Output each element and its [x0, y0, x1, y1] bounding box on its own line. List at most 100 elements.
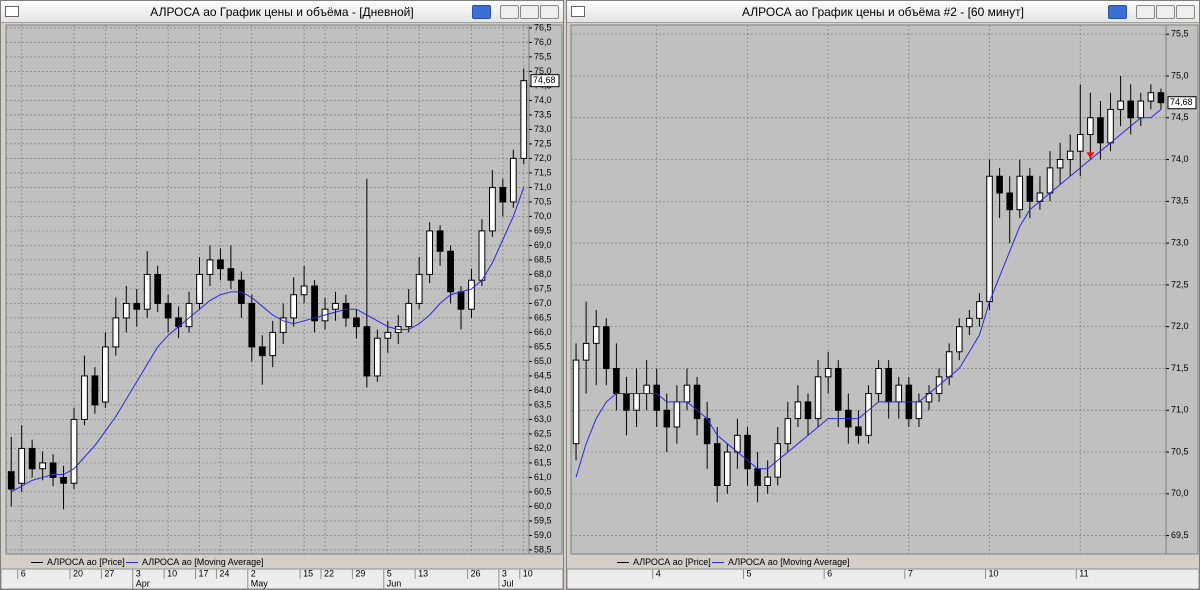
candle-body [363, 326, 371, 377]
candle-body [814, 376, 822, 420]
y-tick-label: 75,5 [1171, 29, 1189, 39]
window-title: АЛРОСА ао График цены и объёма #2 - [60 … [741, 5, 1025, 19]
candle-body [1087, 117, 1094, 135]
x-tick-label: 6 [827, 568, 832, 578]
candle-body [112, 317, 120, 348]
candle-body [1066, 150, 1074, 161]
candle-body [342, 302, 350, 319]
y-tick-label: 59,0 [534, 530, 552, 540]
y-tick-label: 75,0 [1171, 70, 1189, 80]
candle-body [784, 418, 792, 445]
y-tick-label: 71,0 [534, 182, 552, 192]
candle-body [663, 409, 671, 428]
x-tick-label: 10 [167, 568, 177, 578]
y-tick-label: 73,0 [534, 124, 552, 134]
x-tick-label: 6 [21, 568, 26, 578]
maximize-button[interactable] [520, 5, 539, 19]
y-tick-label: 73,5 [534, 109, 552, 119]
candle-body [143, 273, 151, 310]
candle-body [520, 80, 528, 159]
candle-body [39, 462, 46, 470]
x-tick-label: 7 [908, 568, 913, 578]
link-button[interactable] [472, 5, 491, 19]
legend-area [1, 555, 563, 569]
close-button[interactable] [540, 5, 559, 19]
candle-body [405, 302, 413, 328]
candle-body [248, 302, 256, 348]
minimize-button[interactable] [500, 5, 519, 19]
y-tick-label: 72,5 [1171, 279, 1189, 289]
x-tick-label: 5 [746, 568, 751, 578]
y-tick-label: 69,0 [534, 240, 552, 250]
x-tick-label: 11 [1079, 568, 1088, 578]
candle-body [133, 302, 141, 310]
y-tick-label: 71,5 [534, 167, 552, 177]
candle-body [60, 476, 67, 484]
candle-body [1147, 92, 1155, 102]
candle-body [603, 326, 610, 369]
candle-body [353, 317, 360, 328]
candle-body [1157, 92, 1165, 104]
x-tick-label: 10 [523, 568, 533, 578]
y-tick-label: 68,5 [534, 254, 552, 264]
x-tick-label: 4 [656, 568, 661, 578]
y-tick-label: 66,0 [534, 327, 552, 337]
candle-body [1016, 175, 1024, 211]
minimize-button[interactable] [1136, 5, 1155, 19]
y-tick-label: 67,0 [534, 298, 552, 308]
candle-body [734, 434, 741, 453]
candle-body [206, 259, 214, 275]
candle-body [154, 273, 162, 304]
candle-body [613, 367, 620, 395]
candle-body [499, 186, 507, 203]
candle-body [713, 443, 721, 486]
month-label: Jun [387, 578, 402, 588]
candle-body [384, 331, 392, 339]
x-tick-label: 3 [502, 568, 507, 578]
window-icon [5, 6, 19, 17]
y-tick-label: 70,0 [534, 211, 552, 221]
y-tick-label: 70,0 [1171, 488, 1189, 498]
moving-average-line [10, 187, 525, 493]
month-label: Apr [136, 578, 150, 588]
candle-body [258, 346, 266, 357]
candle-body [49, 462, 57, 478]
candle-body [966, 317, 973, 328]
last-price-label: 74,68 [533, 75, 556, 85]
x-tick-label: 15 [303, 568, 313, 578]
chart-window: АЛРОСА ао График цены и объёма - [Дневно… [0, 0, 564, 590]
link-button[interactable] [1108, 5, 1127, 19]
candle-body [185, 302, 193, 328]
y-axis-area [528, 24, 563, 555]
candle-body [18, 447, 26, 484]
x-tick-label: 10 [989, 568, 999, 578]
y-tick-label: 72,0 [1171, 321, 1189, 331]
candle-body [1056, 159, 1064, 169]
y-tick-label: 64,0 [534, 385, 552, 395]
y-tick-label: 73,5 [1171, 196, 1189, 206]
chart: 58,5 59,0 59,5 60,0 60,5 61,0 61,5 62,0 62,5 63,0… [1, 23, 563, 589]
candle-body [754, 468, 761, 486]
last-price-label: 74,68 [1170, 97, 1193, 107]
y-tick-label: 75,0 [534, 66, 552, 76]
y-tick-label: 70,5 [1171, 446, 1189, 456]
y-tick-label: 68,0 [534, 269, 552, 279]
candle-body [986, 175, 993, 303]
candle-body [436, 230, 444, 252]
candle-body [673, 401, 681, 428]
candle-body [724, 451, 731, 486]
chart: 69,5 70,0 70,5 71,0 71,5 72,0 72,5 73,0 73,5 74,0… [567, 24, 1199, 589]
close-button[interactable] [1176, 5, 1195, 19]
candle-body [582, 342, 590, 361]
month-label: Jul [502, 578, 514, 588]
x-axis-area [1, 568, 563, 589]
candle-body [885, 367, 892, 403]
y-tick-label: 64,5 [534, 370, 552, 380]
y-tick-label: 59,5 [534, 515, 552, 525]
y-tick-label: 72,5 [534, 138, 552, 148]
maximize-button[interactable] [1156, 5, 1175, 19]
candle-body [794, 401, 802, 420]
y-tick-label: 74,5 [1171, 112, 1189, 122]
candle-body [683, 384, 691, 403]
